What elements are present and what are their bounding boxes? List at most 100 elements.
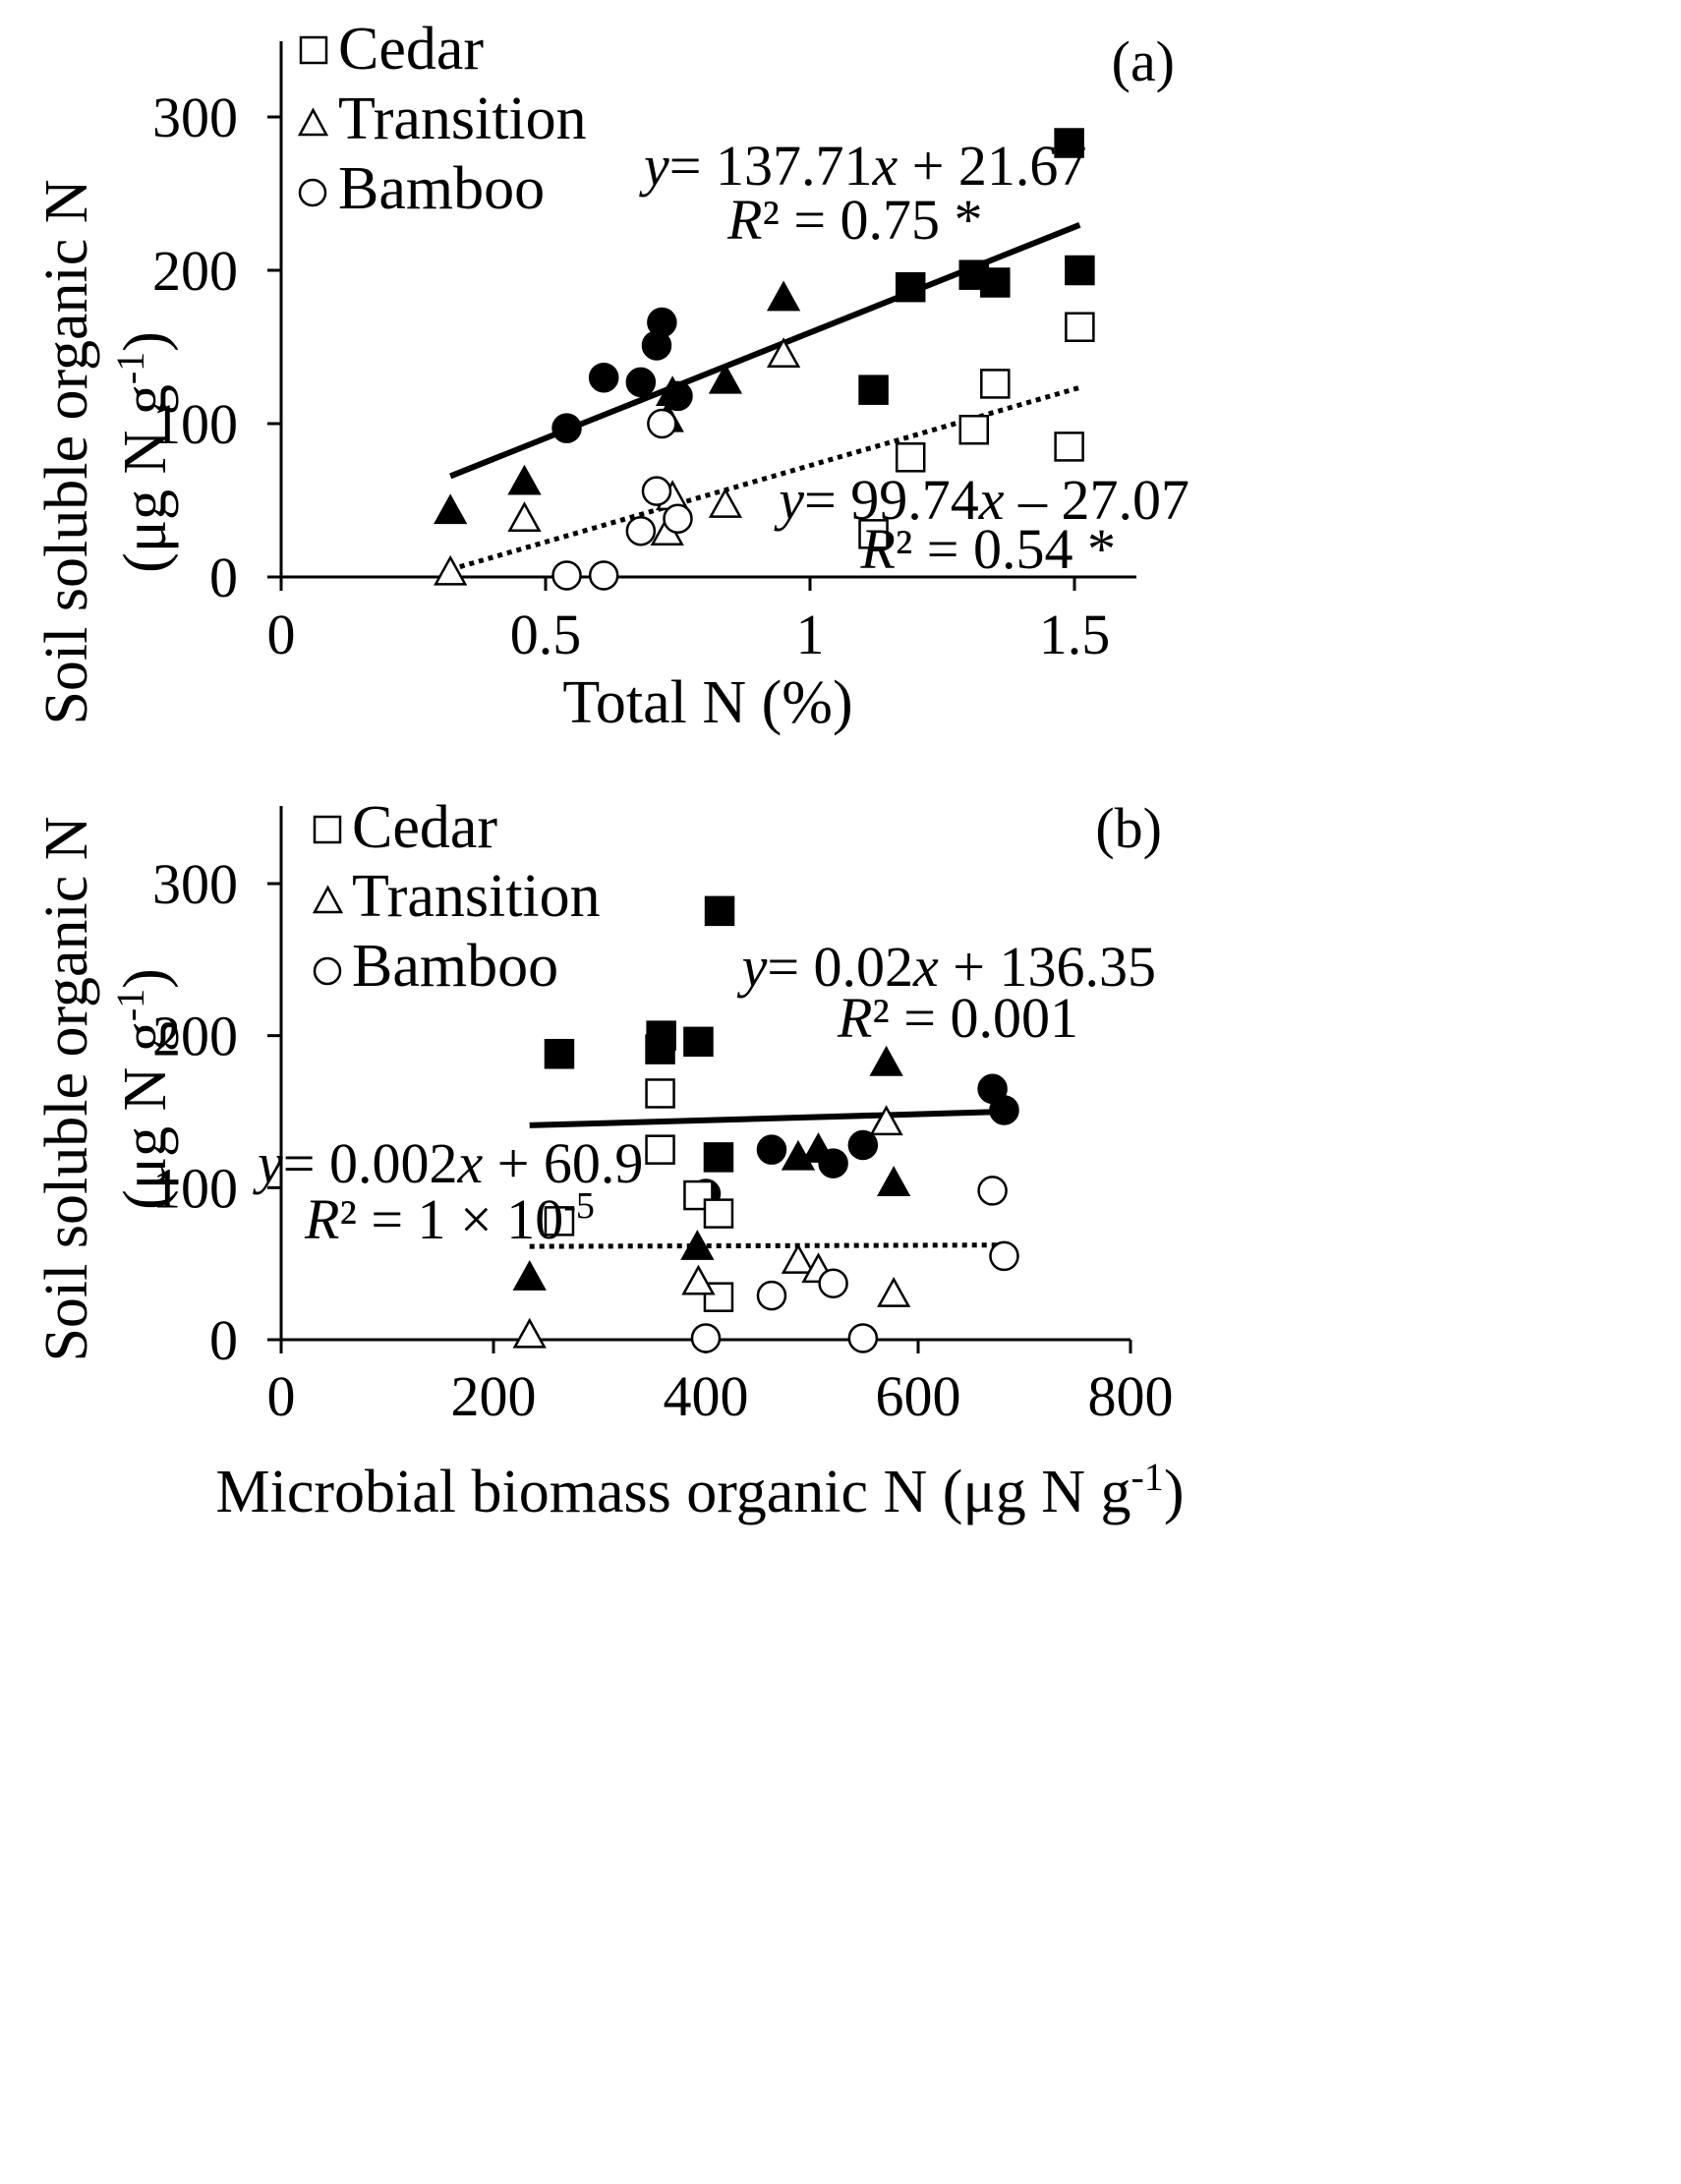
panel-b-point-cedar-open <box>645 1134 675 1165</box>
panel-b-ylabel-line2: (μg N g-1) <box>108 968 180 1210</box>
panel-a-point-cedar-filled <box>980 267 1011 298</box>
panel-b-r2-dotted: R² = 1 × 10-5 <box>304 1185 595 1251</box>
panel-b-point-bamboo-filled <box>818 1148 848 1178</box>
panel-b-fit-lines <box>529 1109 1005 1249</box>
panel-b-ylabel-sup: -1 <box>108 989 152 1021</box>
panel-b-point-transition-open <box>877 1277 911 1307</box>
panel-a: Soil soluble organic N (μg N g-1) 0 0.5 1 1… <box>33 16 1189 736</box>
panel-b-point-cedar-filled <box>544 1038 575 1069</box>
panel-a-ticks: 0 0.5 1 1.5 0 100 200 300 <box>152 86 1110 666</box>
panel-b-xtick-label: 800 <box>1088 1364 1174 1428</box>
panel-a-point-cedar-open <box>958 414 990 445</box>
panel-a-ylabel-sup: -1 <box>108 352 152 384</box>
panel-a-legend-triangle-icon <box>297 107 329 137</box>
panel-b-label: (b) <box>1095 796 1162 860</box>
panel-a-point-bamboo-filled <box>663 380 693 412</box>
panel-b-legend-circle-icon <box>313 956 342 986</box>
panel-a-point-bamboo-open <box>551 560 582 591</box>
panel-a-xtick-label: 0 <box>267 603 296 666</box>
panel-b-point-cedar-filled <box>703 1142 734 1173</box>
panel-b-legend-square-icon <box>313 815 342 844</box>
panel-a-point-cedar-open <box>980 369 1011 399</box>
panel-a-point-cedar-filled <box>895 271 926 303</box>
panel-a-legend-cedar: Cedar <box>338 16 484 83</box>
panel-b-point-bamboo-open <box>989 1240 1019 1272</box>
panel-a-r2-solid: R² = 0.75 * <box>726 188 983 252</box>
panel-b-xlabel: Microbial biomass organic N (μg N g-1) <box>216 1455 1185 1526</box>
panel-a-ytick-label: 100 <box>152 392 238 456</box>
panel-a-eq-solid-b: + 21.67 <box>898 134 1086 198</box>
panel-a-eq-solid-a: = 137.71 <box>669 134 873 198</box>
panel-b-ytick-label: 100 <box>152 1156 238 1220</box>
panel-a-ytick-label: 300 <box>152 86 238 149</box>
panel-b-point-bamboo-open <box>847 1323 879 1353</box>
panel-b-xlabel-main: Microbial biomass organic N (μg N g <box>216 1459 1131 1525</box>
panel-a-ylabel-line1: Soil soluble organic N <box>33 179 100 724</box>
panel-b-legend-bamboo: Bamboo <box>352 933 558 1000</box>
panel-a-eq-solid: y= 137.71x + 21.67 <box>639 134 1086 198</box>
panel-a-points <box>434 128 1095 591</box>
panel-a-point-bamboo-open <box>588 560 619 591</box>
panel-a-point-cedar-open <box>858 519 889 549</box>
panel-b-point-cedar-filled <box>645 1034 675 1064</box>
panel-a-point-bamboo-filled <box>551 413 582 443</box>
panel-a-point-cedar-open <box>1065 312 1095 342</box>
panel-a-r2-dotted-val: = 0.54 * <box>912 517 1116 581</box>
panel-b-r2-solid-val: = 0.001 <box>890 986 1078 1050</box>
panel-b-point-bamboo-open <box>818 1268 848 1299</box>
panel-a-ytick-label: 200 <box>152 239 238 303</box>
panel-b-point-transition-open <box>781 1242 816 1274</box>
panel-a-point-cedar-filled <box>1054 128 1084 158</box>
panel-a-r2-solid-val: = 0.75 * <box>780 188 983 252</box>
panel-b-point-bamboo-filled <box>847 1129 879 1161</box>
panel-a-point-bamboo-open <box>647 408 677 439</box>
panel-b-r2-dotted-sup: -5 <box>563 1185 595 1227</box>
panel-a-eq-dotted: y= 99.74x – 27.07 <box>774 468 1189 532</box>
panel-b-eq-solid: y= 0.02x + 136.35 <box>737 935 1156 999</box>
panel-b-ticks: 0 200 400 600 800 0 100 200 300 <box>152 852 1174 1428</box>
panel-a-point-cedar-filled <box>858 374 889 405</box>
panel-b-legend-triangle-icon <box>312 885 344 914</box>
panel-a-fit-dotted <box>449 384 1081 572</box>
panel-b-eq-dotted: y= 0.002x + 60.9 <box>253 1131 643 1195</box>
panel-a-ytick-label: 0 <box>209 546 238 609</box>
panel-a-ylabel-line2: (μg N g-1) <box>108 331 180 573</box>
panel-a-xtick-label: 0.5 <box>510 603 582 666</box>
panel-a-legend-square-icon <box>299 35 328 65</box>
panel-b-point-bamboo-open <box>977 1176 1008 1206</box>
panel-b-fit-dotted <box>529 1242 1005 1249</box>
panel-b-point-transition-filled <box>869 1045 903 1076</box>
panel-b-eq-solid-a: = 0.02 <box>767 935 913 999</box>
panel-b-point-transition-filled <box>680 1230 715 1260</box>
panel-b-xtick-label: 400 <box>664 1364 749 1428</box>
panel-b-point-transition-open <box>869 1105 903 1136</box>
panel-b-eq-solid-b: + 136.35 <box>939 935 1156 999</box>
panel-b-ytick-label: 0 <box>209 1308 238 1372</box>
panel-b: Soil soluble organic N (μg N g-1) 0 200 40… <box>33 794 1184 1525</box>
panel-b-r2-dotted-val: = 1 × 10 <box>357 1187 563 1251</box>
panel-b-point-transition-filled <box>877 1166 911 1196</box>
panel-a-point-transition-open <box>507 501 542 532</box>
panel-b-eq-dotted-a: = 0.002 <box>283 1131 458 1195</box>
panel-a-point-transition-open <box>708 488 743 518</box>
panel-a-point-bamboo-open <box>625 515 657 546</box>
panel-b-point-cedar-open <box>544 1206 575 1236</box>
panel-a-legend-circle-icon <box>298 178 327 207</box>
panel-a-point-bamboo-filled <box>625 367 657 398</box>
panel-a-point-cedar-open <box>1054 431 1084 462</box>
panel-b-point-bamboo-open <box>690 1323 722 1353</box>
panel-b-xlabel-sup: -1 <box>1130 1455 1163 1499</box>
panel-a-point-bamboo-open <box>641 476 672 506</box>
panel-a-eq-dotted-a: = 99.74 <box>804 468 979 532</box>
panel-b-legend-cedar: Cedar <box>352 794 497 861</box>
panel-b-point-transition-filled <box>512 1260 547 1291</box>
panel-b-equations: y= 0.02x + 136.35 R² = 0.001 y= 0.002x +… <box>253 935 1156 1251</box>
panel-a-point-transition-open <box>434 554 468 586</box>
panel-b-xtick-label: 200 <box>451 1364 537 1428</box>
panel-b-point-transition-open <box>681 1264 716 1295</box>
panel-a-r2-dotted: R² = 0.54 * <box>859 517 1116 581</box>
panel-a-legend-transition: Transition <box>338 86 587 152</box>
panel-b-legend-transition: Transition <box>352 863 601 930</box>
panel-b-xtick-label: 0 <box>267 1364 296 1428</box>
